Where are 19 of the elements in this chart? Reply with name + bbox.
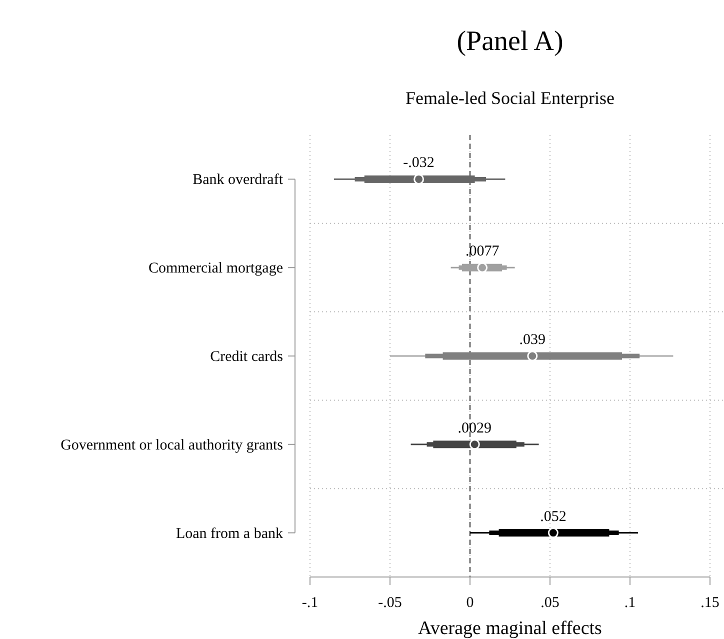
x-tick-label: .15 bbox=[700, 595, 720, 611]
chart-title: (Panel A) bbox=[456, 26, 564, 57]
chart-subtitle: Female-led Social Enterprise bbox=[406, 88, 614, 108]
x-tick-label: .05 bbox=[540, 595, 560, 611]
x-tick-label: -.05 bbox=[378, 595, 402, 611]
y-tick-label: Bank overdraft bbox=[192, 172, 284, 188]
y-tick-label: Loan from a bank bbox=[176, 526, 284, 542]
data-label: .0029 bbox=[458, 420, 492, 436]
data-label: .0077 bbox=[465, 244, 500, 260]
y-tick-label: Credit cards bbox=[210, 349, 284, 365]
x-axis-title: Average maginal effects bbox=[418, 618, 602, 639]
x-tick-label: -.1 bbox=[302, 595, 318, 611]
x-tick-label: .1 bbox=[624, 595, 636, 611]
y-tick-label: Commercial mortgage bbox=[148, 260, 284, 277]
data-label: -.032 bbox=[403, 155, 434, 172]
x-tick-label: 0 bbox=[466, 595, 474, 611]
y-tick-label: Government or local authority grants bbox=[60, 437, 284, 454]
data-label: .052 bbox=[540, 508, 566, 525]
data-label: .039 bbox=[519, 332, 546, 348]
